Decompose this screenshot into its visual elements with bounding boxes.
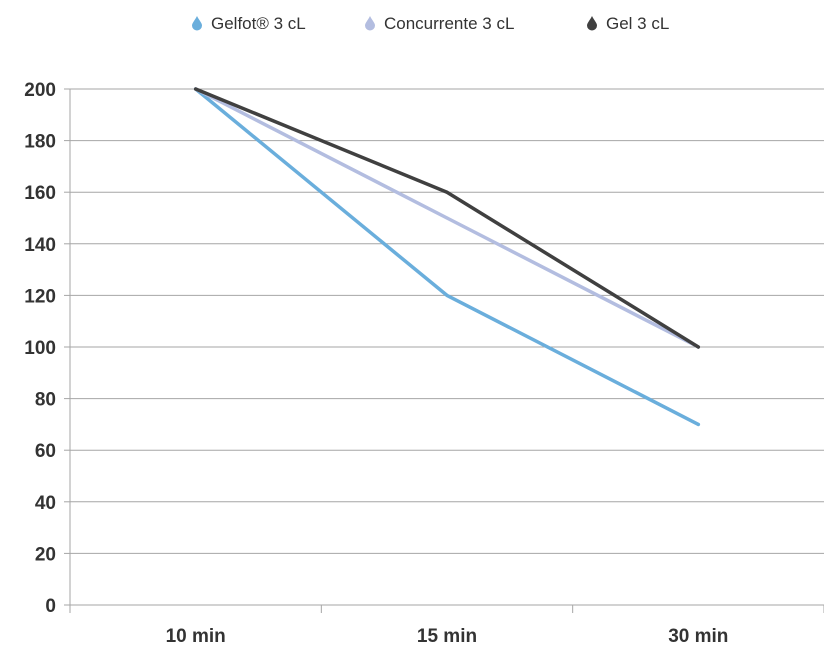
- x-tick-label: 30 min: [668, 626, 728, 646]
- axes: [69, 89, 824, 613]
- gridlines: [70, 88, 824, 554]
- drop-icon: [192, 16, 202, 31]
- y-tick-label: 20: [35, 544, 56, 565]
- chart-legend: Gelfot® 3 cL Concurrente 3 cL Gel 3 cL: [192, 14, 669, 33]
- x-axis-ticks: 10 min 15 min 30 min: [69, 605, 824, 646]
- data-point: [194, 87, 198, 91]
- y-tick-label: 120: [24, 286, 56, 307]
- series-lines: [193, 87, 701, 427]
- x-tick-label: 10 min: [166, 626, 226, 646]
- legend-item: Gelfot® 3 cL: [192, 14, 306, 33]
- legend-label: Concurrente 3 cL: [384, 14, 514, 33]
- data-point: [445, 190, 449, 194]
- drop-icon: [365, 16, 375, 31]
- y-tick-label: 0: [45, 596, 56, 617]
- y-tick-label: 180: [24, 132, 56, 153]
- y-axis-ticks: 0 20 40 60 80 100 120 140 160 180 200: [24, 80, 70, 617]
- data-point: [445, 216, 449, 220]
- y-tick-label: 100: [24, 338, 56, 359]
- data-point: [696, 422, 700, 426]
- legend-label: Gelfot® 3 cL: [211, 14, 306, 33]
- y-tick-label: 200: [24, 80, 56, 101]
- y-tick-label: 60: [35, 441, 56, 462]
- x-tick-label: 15 min: [417, 626, 477, 646]
- y-tick-label: 140: [24, 235, 56, 256]
- y-tick-label: 160: [24, 183, 56, 204]
- legend-item: Concurrente 3 cL: [365, 14, 514, 33]
- legend-label: Gel 3 cL: [606, 14, 669, 33]
- data-point: [445, 293, 449, 297]
- data-point: [696, 345, 700, 349]
- y-tick-label: 80: [35, 390, 56, 411]
- series-line-1: [193, 87, 701, 427]
- y-tick-label: 40: [35, 493, 56, 514]
- legend-item: Gel 3 cL: [587, 14, 669, 33]
- drop-icon: [587, 16, 597, 31]
